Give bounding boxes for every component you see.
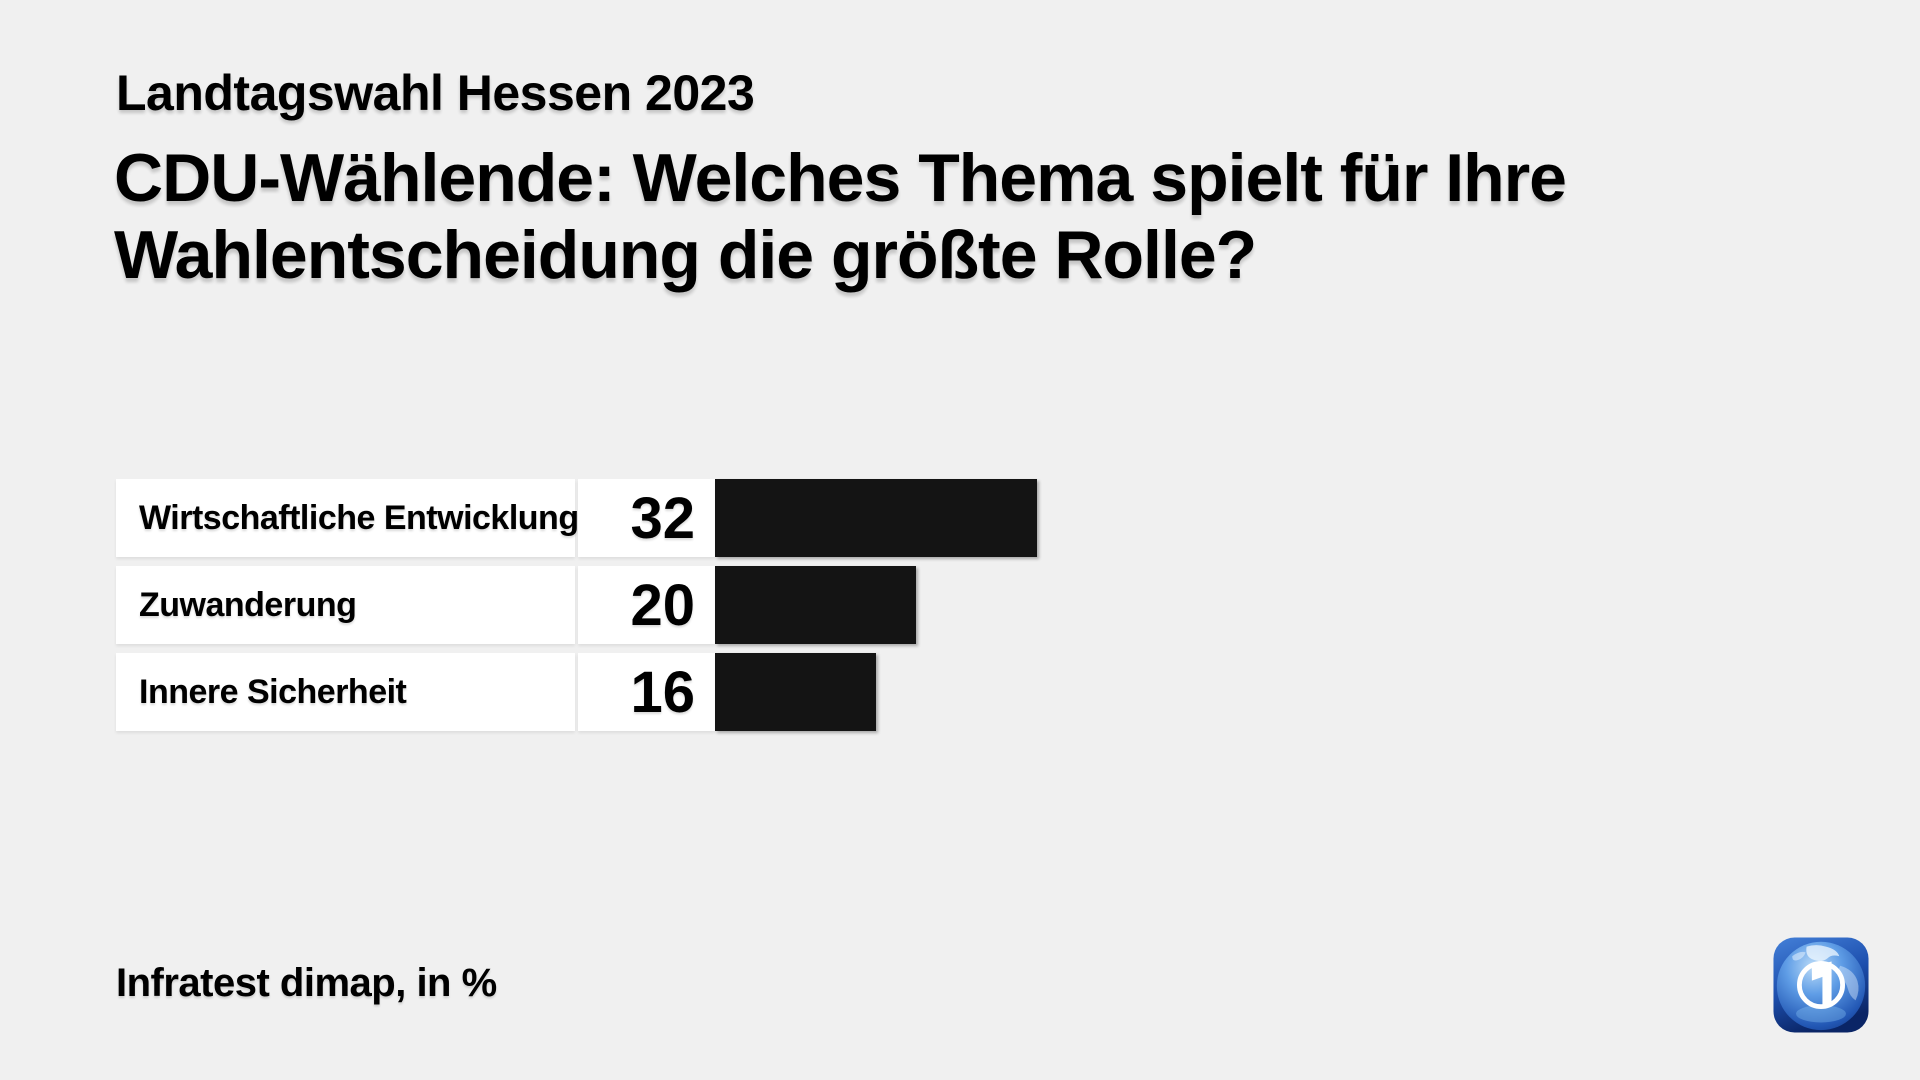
value-label: 20	[578, 566, 715, 644]
category-label: Wirtschaftliche Entwicklung	[116, 479, 579, 557]
chart-title-line-2: Wahlentscheidung die größte Rolle?	[114, 217, 1257, 293]
bar	[715, 566, 916, 644]
category-label: Zuwanderung	[116, 566, 575, 644]
bar	[715, 479, 1037, 557]
value-label: 16	[578, 653, 715, 731]
ard-globe-icon	[1773, 937, 1869, 1033]
category-label: Innere Sicherheit	[116, 653, 575, 731]
value-label: 32	[578, 479, 715, 557]
ard-logo	[1773, 937, 1869, 1033]
bar-row: Wirtschaftliche Entwicklung 32	[116, 479, 1037, 557]
chart-title-line-1: CDU-Wählende: Welches Thema spielt für I…	[114, 140, 1567, 216]
bar	[715, 653, 876, 731]
bar-chart: Wirtschaftliche Entwicklung 32 Zuwanderu…	[116, 479, 1037, 740]
bar-row: Innere Sicherheit 16	[116, 653, 1037, 731]
source-note: Infratest dimap, in %	[116, 961, 497, 1005]
chart-title: CDU-Wählende: Welches Thema spielt für I…	[114, 140, 1567, 294]
chart-supertitle: Landtagswahl Hessen 2023	[116, 65, 755, 121]
bar-row: Zuwanderung 20	[116, 566, 1037, 644]
